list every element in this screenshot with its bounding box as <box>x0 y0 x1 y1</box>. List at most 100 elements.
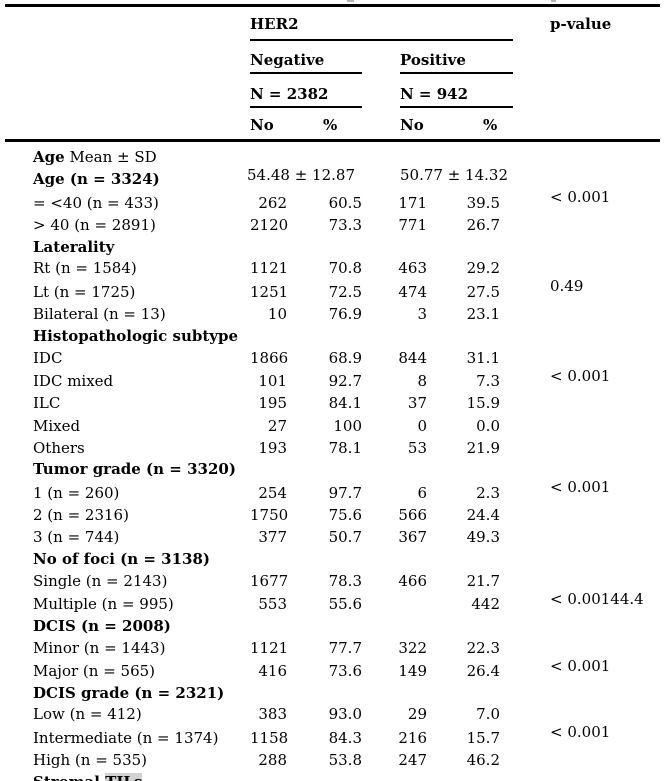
her2-column-header: HER2 <box>250 15 299 33</box>
table-row: ILC 195 84.1 37 15.9 <box>0 393 664 415</box>
table-row: Single (n = 2143) 1677 78.3 466 21.7 < 0… <box>0 571 664 608</box>
p-value-cell: < 0.001 <box>550 478 611 497</box>
negative-underline-rule <box>250 72 362 74</box>
positive-percent-cell: 21.7 <box>466 571 500 590</box>
negative-count-cell: 416 <box>258 661 287 680</box>
positive-count-cell: 466 <box>398 571 427 590</box>
positive-count-cell: 6 <box>417 483 427 502</box>
negative-percent-cell: 70.8 <box>328 259 362 278</box>
positive-percent-cell: 442 <box>471 595 500 613</box>
row-label: Single (n = 2143) <box>33 571 168 590</box>
p-value-cell: < 0.001 <box>550 723 611 742</box>
negative-count-cell: 377 <box>258 528 287 547</box>
table-row: 3 (n = 744) 377 50.7 367 49.3 <box>0 527 664 549</box>
positive-percent-cell: 7.3 <box>476 372 500 391</box>
table-row: = <40 (n = 433) 262 60.5 171 39.5 <box>0 193 664 215</box>
row-label: Mixed <box>33 416 81 435</box>
positive-percent-cell: 15.9 <box>466 394 500 413</box>
table-row: Others 193 78.1 53 21.9 <box>0 438 664 460</box>
positive-percent-header: % <box>483 116 498 134</box>
table-row: IDC mixed 101 92.7 8 7.3 <box>0 371 664 393</box>
negative-percent-header: % <box>323 116 338 134</box>
table-row: 1 (n = 260) 254 97.7 6 2.3 <box>0 482 664 504</box>
negative-percent-cell: 97.7 <box>328 483 362 502</box>
row-label: 2 (n = 2316) <box>33 505 129 524</box>
positive-n-underline-rule <box>400 106 513 108</box>
positive-percent-cell: 26.4 <box>466 661 500 680</box>
table-row: Minor (n = 1443) 1121 77.7 322 22.3 < 0.… <box>0 638 664 675</box>
negative-count-cell: 193 <box>258 438 287 457</box>
positive-percent-cell: 0.0 <box>476 416 500 435</box>
negative-percent-cell: 72.5 <box>328 282 362 301</box>
table-row: Age Mean ± SD 54.48 ± 12.87 50.77 ± 14.3… <box>0 148 664 184</box>
row-label: Major (n = 565) <box>33 661 156 680</box>
table-row: Multiple (n = 995) 553 55.6 442 <box>0 594 664 616</box>
row-label: Histopathologic subtype <box>33 327 239 346</box>
negative-count-cell: 2120 <box>250 215 289 234</box>
negative-percent-cell: 75.6 <box>328 505 362 524</box>
negative-count-cell: 553 <box>258 595 287 613</box>
row-label: > 40 (n = 2891) <box>33 215 156 234</box>
row-label: IDC <box>33 348 63 367</box>
row-label: No of foci (n = 3138) <box>33 550 210 569</box>
table-row: Major (n = 565) 416 73.6 149 26.4 <box>0 661 664 683</box>
row-label: ILC <box>33 394 61 413</box>
p-value-cell: < 0.001 <box>550 366 611 385</box>
row-label: = <40 (n = 433) <box>33 193 159 212</box>
negative-count-cell: 1251 <box>250 282 289 301</box>
row-label: 1 (n = 260) <box>33 483 120 502</box>
positive-percent-cell: 39.5 <box>466 193 500 212</box>
row-label: IDC mixed <box>33 372 114 391</box>
row-label: Lt (n = 1725) <box>33 282 136 301</box>
positive-count-cell: 37 <box>407 394 427 413</box>
positive-percent-cell: 24.4 <box>466 505 500 524</box>
positive-n-header: N = 942 <box>400 85 469 103</box>
positive-count-cell: 247 <box>398 751 427 770</box>
negative-percent-cell: 78.1 <box>328 438 362 457</box>
positive-count-cell: 367 <box>398 528 427 547</box>
negative-percent-cell: 50.7 <box>328 528 362 547</box>
row-label: Tumor grade (n = 3320) <box>33 460 236 479</box>
row-label: Laterality <box>33 238 115 257</box>
table-row: Rt (n = 1584) 1121 70.8 463 29.2 0.49 <box>0 259 664 295</box>
negative-count-cell: 1121 <box>250 259 289 278</box>
row-label: DCIS grade (n = 2321) <box>33 684 225 703</box>
negative-group-header: Negative <box>250 51 325 69</box>
positive-count-cell: 216 <box>398 728 427 747</box>
negative-n-underline-rule <box>250 106 362 108</box>
table-row: IDC 1866 68.9 844 31.1 < 0.001 <box>0 348 664 385</box>
table-row: Age (n = 3324) < 0.001 <box>0 170 664 206</box>
positive-percent-cell: 21.9 <box>466 438 500 457</box>
row-label: Minor (n = 1443) <box>33 638 166 657</box>
negative-percent-cell: 55.6 <box>328 595 362 613</box>
table-row: Laterality <box>0 237 664 259</box>
positive-percent-cell: 49.3 <box>466 528 500 547</box>
positive-percent-cell: 7.0 <box>476 705 500 724</box>
table-row: Tumor grade (n = 3320) < 0.001 <box>0 460 664 496</box>
row-label: High (n = 535) <box>33 751 148 770</box>
positive-count-cell: 53 <box>407 438 427 457</box>
positive-mean-cell: 50.77 ± 14.32 <box>400 166 508 184</box>
negative-percent-cell: 76.9 <box>328 305 362 324</box>
negative-n-header: N = 2382 <box>250 85 329 103</box>
positive-count-cell: 29 <box>407 705 427 724</box>
positive-group-header: Positive <box>400 51 466 69</box>
row-label: Stromal TILs <box>0 773 250 781</box>
table-row: Bilateral (n = 13) 10 76.9 3 23.1 <box>0 304 664 326</box>
negative-count-cell: 1677 <box>250 571 289 590</box>
row-label: Intermediate (n = 1374) <box>33 728 219 747</box>
negative-count-cell: 1866 <box>250 348 289 367</box>
caption-fragment <box>551 0 556 2</box>
row-label: Multiple (n = 995) <box>33 595 174 613</box>
negative-count-cell: 1158 <box>250 728 289 747</box>
caption-fragment <box>347 0 354 2</box>
table-body: Age Mean ± SD 54.48 ± 12.87 50.77 ± 14.3… <box>0 148 664 781</box>
row-label: Others <box>33 438 85 457</box>
positive-count-cell: 8 <box>417 372 427 391</box>
table-row: Mixed 27 100 0 0.0 <box>0 416 664 438</box>
table-row: No of foci (n = 3138) <box>0 549 664 571</box>
table-row: High (n = 535) 288 53.8 247 46.2 <box>0 750 664 772</box>
p-value-column-header: p-value <box>550 15 612 33</box>
positive-count-cell: 474 <box>398 282 427 301</box>
positive-underline-rule <box>400 72 513 74</box>
